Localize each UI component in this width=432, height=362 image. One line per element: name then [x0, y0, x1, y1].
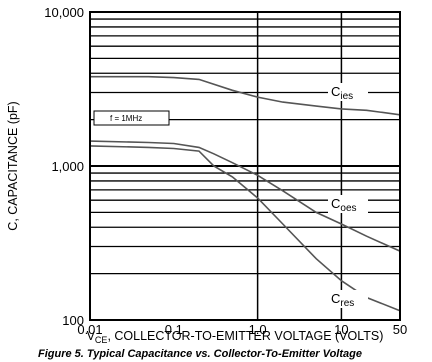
series-line-coes [89, 140, 401, 252]
frequency-annotation: f = 1MHz [93, 110, 170, 126]
y-tick-label: 1,000 [51, 159, 84, 174]
series-line-cres [89, 145, 401, 312]
series-label-background [328, 195, 368, 213]
tick-labels: 100 1,000 10,000 0.01 0.1 1.0 10 50 [44, 5, 407, 337]
y-axis-title: C, CAPACITANCE (pF) [6, 101, 20, 230]
x-axis-title: VCE, COLLECTOR-TO-EMITTER VOLTAGE (VOLTS… [87, 329, 384, 345]
frequency-annotation-text: f = 1MHz [110, 114, 142, 123]
x-axis-title-subscript: CE [95, 335, 108, 345]
figure-caption: Figure 5. Typical Capacitance vs. Collec… [38, 348, 362, 360]
x-axis-title-main: V [87, 329, 96, 343]
series-lines [89, 75, 401, 312]
plot-frame [89, 11, 401, 321]
series-label-cies: Cies [331, 84, 353, 102]
x-tick-label: 1.0 [249, 322, 267, 337]
x-tick-label: 0.01 [77, 322, 102, 337]
x-tick-label: 10 [334, 322, 348, 337]
grid-lines [90, 12, 400, 320]
series-label-cres: Cres [331, 291, 354, 309]
x-tick-label: 0.1 [165, 322, 183, 337]
y-tick-label: 100 [62, 313, 84, 328]
series-labels: Cies Coes Cres [328, 83, 368, 309]
x-axis-title-rest: , COLLECTOR-TO-EMITTER VOLTAGE (VOLTS) [107, 329, 383, 343]
y-tick-label: 10,000 [44, 5, 84, 20]
series-line-cies [90, 75, 401, 116]
series-label-background [328, 290, 368, 308]
series-label-coes: Coes [331, 196, 357, 214]
x-tick-label: 50 [393, 322, 407, 337]
series-label-background [328, 83, 368, 101]
